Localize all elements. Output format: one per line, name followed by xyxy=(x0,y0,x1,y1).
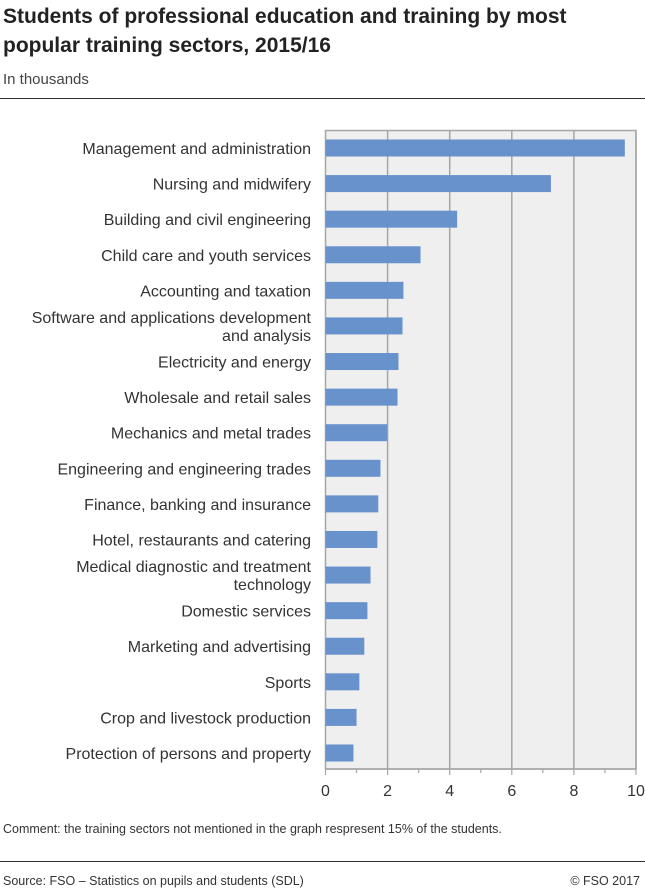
category-label: Mechanics and metal trades xyxy=(111,426,311,443)
chart-title: Students of professional education and t… xyxy=(3,5,567,57)
category-label: Management and administration xyxy=(82,141,311,158)
x-tick-label: 0 xyxy=(321,783,330,800)
chart-comment: Comment: the training sectors not mentio… xyxy=(3,822,502,836)
bottom-rule xyxy=(0,861,645,862)
x-tick-label: 2 xyxy=(383,783,392,800)
category-label: Crop and livestock production xyxy=(100,710,311,727)
bar xyxy=(325,708,357,726)
category-label: Protection of persons and property xyxy=(66,746,311,763)
top-rule xyxy=(0,98,645,99)
bar xyxy=(325,495,379,513)
x-tick-label: 6 xyxy=(507,783,516,800)
bar xyxy=(325,139,625,157)
category-label: Engineering and engineering trades xyxy=(57,461,311,478)
category-label: Sports xyxy=(265,675,311,692)
bar xyxy=(325,530,378,548)
bar xyxy=(325,246,421,264)
category-label: Child care and youth services xyxy=(101,248,311,265)
category-label: Nursing and midwifery xyxy=(153,177,311,194)
copyright: © FSO 2017 xyxy=(570,874,640,888)
category-label: Wholesale and retail sales xyxy=(124,390,311,407)
x-tick-label: 8 xyxy=(569,783,578,800)
category-label: Electricity and energy xyxy=(158,355,311,372)
category-label: Marketing and advertising xyxy=(128,639,311,656)
x-tick-label: 4 xyxy=(445,783,454,800)
bar xyxy=(325,673,360,691)
chart-subtitle: In thousands xyxy=(3,71,89,88)
bar xyxy=(325,602,368,620)
category-label: Domestic services xyxy=(181,604,311,621)
bar xyxy=(325,281,404,299)
source-note: Source: FSO – Statistics on pupils and s… xyxy=(3,874,304,888)
category-label: Building and civil engineering xyxy=(104,212,311,229)
x-tick-label: 10 xyxy=(627,783,645,800)
bar xyxy=(325,424,388,442)
plot-area xyxy=(324,129,637,770)
bar xyxy=(325,317,403,335)
category-label: Finance, banking and insurance xyxy=(84,497,311,514)
bar xyxy=(325,744,354,762)
bar xyxy=(325,459,381,477)
bar xyxy=(325,353,399,371)
bar xyxy=(325,175,551,193)
category-label: Hotel, restaurants and catering xyxy=(92,532,311,549)
bar-chart: 0 2 4 6 8 10 Management and administration Nurs… xyxy=(32,129,645,800)
category-label: Medical diagnostic and treatment technolo… xyxy=(76,559,311,594)
bar xyxy=(325,566,371,584)
bar xyxy=(325,210,458,228)
bar xyxy=(325,388,398,406)
category-label: Accounting and taxation xyxy=(140,283,311,300)
bar xyxy=(325,637,365,655)
category-label: Software and applications development and… xyxy=(32,310,312,345)
